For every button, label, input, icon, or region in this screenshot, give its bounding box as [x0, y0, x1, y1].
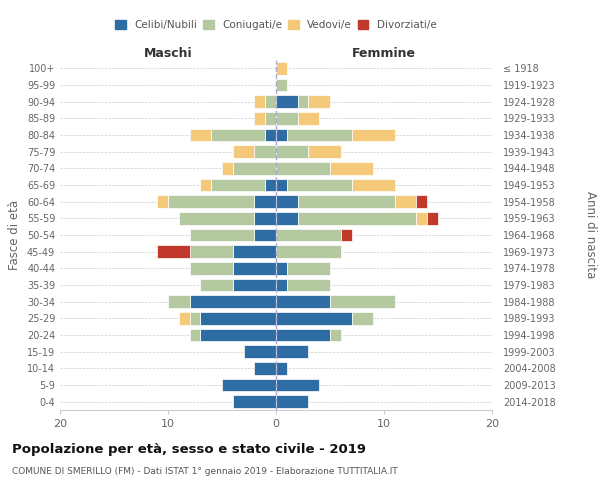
Bar — [298, 196, 395, 208]
Bar — [200, 279, 233, 291]
Bar — [254, 362, 276, 374]
Text: Maschi: Maschi — [143, 47, 193, 60]
Bar — [276, 162, 330, 174]
Bar — [276, 329, 330, 341]
Bar — [352, 179, 395, 192]
Bar — [254, 212, 276, 224]
Bar — [233, 146, 254, 158]
Bar — [298, 212, 416, 224]
Bar — [233, 396, 276, 408]
Bar — [179, 212, 254, 224]
Bar — [276, 196, 298, 208]
Bar — [276, 396, 308, 408]
Bar — [276, 179, 287, 192]
Bar — [352, 312, 373, 324]
Bar — [330, 162, 373, 174]
Bar — [168, 196, 254, 208]
Bar — [276, 62, 287, 74]
Text: COMUNE DI SMERILLO (FM) - Dati ISTAT 1° gennaio 2019 - Elaborazione TUTTITALIA.I: COMUNE DI SMERILLO (FM) - Dati ISTAT 1° … — [12, 468, 398, 476]
Bar — [254, 146, 276, 158]
Bar — [265, 179, 276, 192]
Bar — [190, 312, 200, 324]
Bar — [416, 196, 427, 208]
Y-axis label: Fasce di età: Fasce di età — [8, 200, 21, 270]
Legend: Celibi/Nubili, Coniugati/e, Vedovi/e, Divorziati/e: Celibi/Nubili, Coniugati/e, Vedovi/e, Di… — [111, 16, 441, 34]
Bar — [254, 112, 265, 124]
Bar — [233, 262, 276, 274]
Bar — [276, 146, 308, 158]
Bar — [287, 129, 352, 141]
Bar — [200, 179, 211, 192]
Bar — [190, 296, 276, 308]
Bar — [330, 329, 341, 341]
Text: Femmine: Femmine — [352, 47, 416, 60]
Bar — [298, 112, 319, 124]
Bar — [276, 129, 287, 141]
Bar — [276, 96, 298, 108]
Bar — [190, 129, 211, 141]
Bar — [416, 212, 427, 224]
Bar — [211, 179, 265, 192]
Text: Popolazione per età, sesso e stato civile - 2019: Popolazione per età, sesso e stato civil… — [12, 442, 366, 456]
Bar — [276, 279, 287, 291]
Bar — [308, 96, 330, 108]
Bar — [168, 296, 190, 308]
Bar — [244, 346, 276, 358]
Bar — [233, 162, 276, 174]
Bar — [308, 146, 341, 158]
Bar — [233, 246, 276, 258]
Bar — [254, 196, 276, 208]
Bar — [190, 262, 233, 274]
Bar — [276, 212, 298, 224]
Bar — [233, 279, 276, 291]
Bar — [287, 279, 330, 291]
Bar — [265, 96, 276, 108]
Text: Anni di nascita: Anni di nascita — [584, 192, 597, 278]
Bar — [179, 312, 190, 324]
Bar — [276, 246, 341, 258]
Bar — [222, 162, 233, 174]
Bar — [200, 312, 276, 324]
Bar — [276, 379, 319, 391]
Bar — [190, 246, 233, 258]
Bar — [211, 129, 265, 141]
Bar — [276, 79, 287, 92]
Bar — [330, 296, 395, 308]
Bar — [200, 329, 276, 341]
Bar — [276, 362, 287, 374]
Bar — [352, 129, 395, 141]
Bar — [157, 196, 168, 208]
Bar — [190, 329, 200, 341]
Bar — [276, 229, 341, 241]
Bar — [276, 112, 298, 124]
Bar — [276, 346, 308, 358]
Bar — [157, 246, 190, 258]
Bar — [276, 296, 330, 308]
Bar — [190, 229, 254, 241]
Bar — [287, 179, 352, 192]
Bar — [254, 96, 265, 108]
Bar — [298, 96, 308, 108]
Bar — [287, 262, 330, 274]
Bar — [276, 262, 287, 274]
Bar — [395, 196, 416, 208]
Bar — [427, 212, 438, 224]
Bar — [265, 129, 276, 141]
Bar — [265, 112, 276, 124]
Bar — [276, 312, 352, 324]
Bar — [341, 229, 352, 241]
Bar — [254, 229, 276, 241]
Bar — [222, 379, 276, 391]
